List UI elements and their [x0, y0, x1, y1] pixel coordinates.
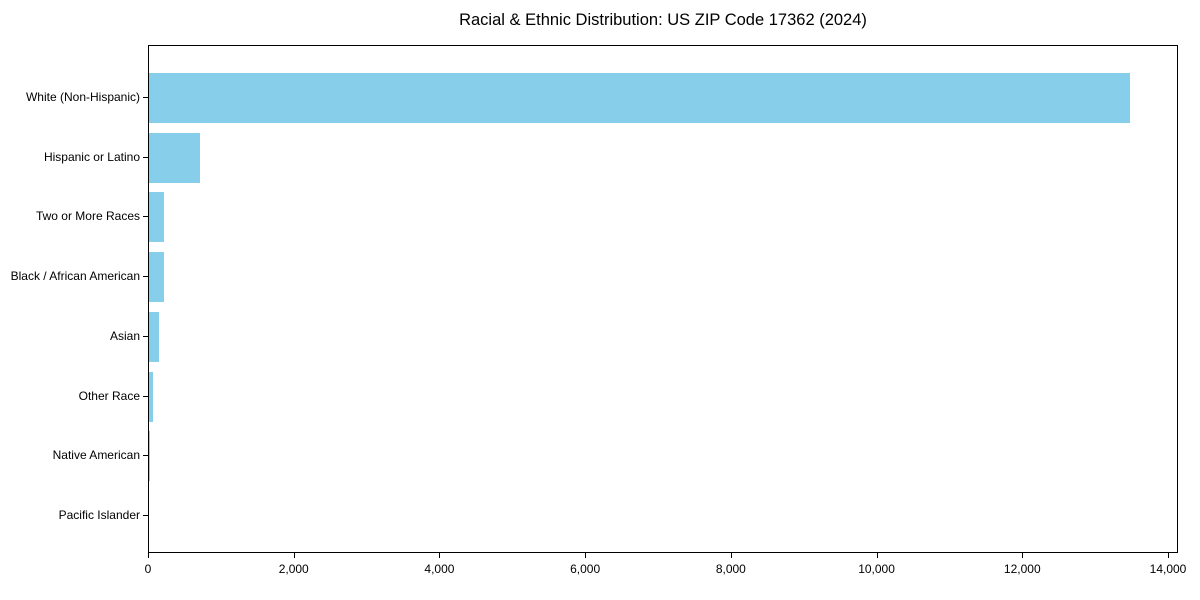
x-tick-mark — [585, 553, 587, 558]
x-tick-mark — [1022, 553, 1024, 558]
y-tick-mark — [143, 97, 148, 98]
y-tick-mark — [143, 455, 148, 457]
x-tick-label: 6,000 — [570, 562, 601, 576]
x-tick-label: 0 — [144, 562, 152, 576]
y-tick-mark — [143, 156, 148, 158]
x-tick-mark — [439, 553, 441, 558]
bar-white-non-hispanic — [149, 73, 1130, 123]
bar-native-american — [149, 431, 150, 482]
y-tick-label: Two or More Races — [35, 209, 140, 224]
plot-area — [148, 45, 1178, 553]
x-tick-label: 10,000 — [858, 562, 895, 576]
x-tick-label: 8,000 — [715, 562, 746, 576]
x-tick-label: 4,000 — [424, 562, 455, 576]
y-tick-label: Hispanic or Latino — [43, 149, 140, 164]
x-tick-mark — [876, 553, 878, 558]
bar-hispanic-or-latino — [149, 132, 200, 183]
chart-title: Racial & Ethnic Distribution: US ZIP Cod… — [459, 11, 867, 29]
x-tick-label: 12,000 — [1003, 562, 1041, 576]
y-tick-mark — [143, 514, 148, 516]
bar-asian — [149, 311, 159, 362]
bar-other-race — [149, 371, 153, 422]
y-tick-label: Pacific Islander — [58, 507, 140, 522]
y-tick-label: White (Non-Hispanic) — [25, 90, 140, 104]
y-tick-label: Other Race — [78, 388, 140, 403]
bar-black-african-american — [149, 252, 164, 303]
x-tick-mark — [293, 553, 295, 558]
y-tick-mark — [143, 335, 148, 337]
y-tick-mark — [143, 216, 148, 218]
x-tick-label: 2,000 — [278, 562, 309, 576]
y-tick-label: Black / African American — [10, 269, 140, 284]
y-tick-label: Native American — [52, 448, 140, 463]
bar-two-or-more-races — [149, 192, 164, 243]
y-tick-mark — [143, 276, 148, 278]
x-tick-label: 14,000 — [1149, 562, 1187, 576]
x-tick-mark — [730, 553, 732, 558]
x-tick-mark — [148, 553, 149, 558]
y-tick-label: Asian — [109, 328, 140, 343]
y-tick-mark — [143, 395, 148, 397]
x-tick-mark — [1168, 553, 1169, 558]
